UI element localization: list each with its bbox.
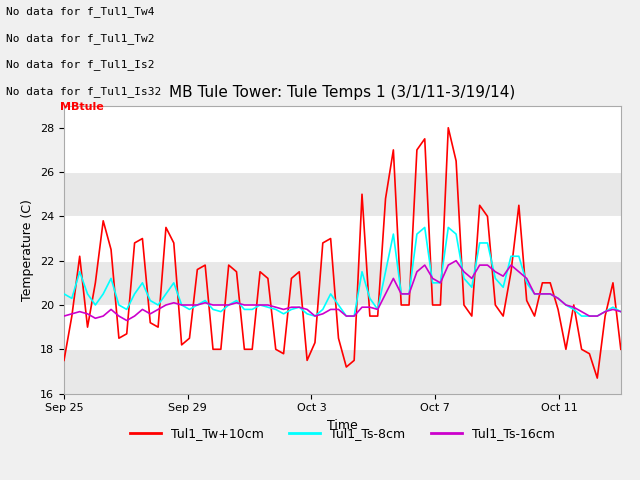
Bar [64, 216, 621, 261]
Bar [64, 128, 621, 172]
Bar [64, 305, 621, 349]
Text: MBtule: MBtule [60, 102, 104, 112]
Bar [64, 349, 621, 394]
Text: No data for f_Tul1_Tw2: No data for f_Tul1_Tw2 [6, 33, 155, 44]
Title: MB Tule Tower: Tule Temps 1 (3/1/11-3/19/14): MB Tule Tower: Tule Temps 1 (3/1/11-3/19… [169, 85, 516, 100]
Bar [64, 172, 621, 216]
Y-axis label: Temperature (C): Temperature (C) [22, 199, 35, 300]
X-axis label: Time: Time [327, 419, 358, 432]
Text: No data for f_Tul1_Tw4: No data for f_Tul1_Tw4 [6, 6, 155, 17]
Bar [64, 261, 621, 305]
Legend: Tul1_Tw+10cm, Tul1_Ts-8cm, Tul1_Ts-16cm: Tul1_Tw+10cm, Tul1_Ts-8cm, Tul1_Ts-16cm [125, 422, 560, 445]
Text: No data for f_Tul1_Is2: No data for f_Tul1_Is2 [6, 59, 155, 70]
Text: No data for f_Tul1_Is32: No data for f_Tul1_Is32 [6, 85, 162, 96]
